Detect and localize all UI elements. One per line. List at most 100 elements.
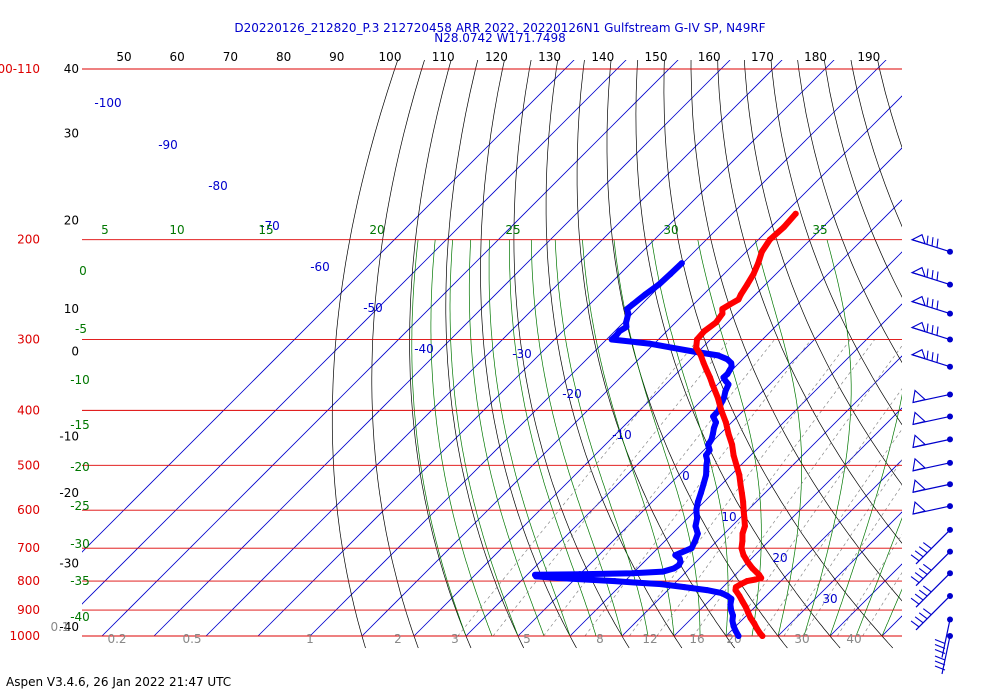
temperature-point	[713, 319, 720, 326]
height-label: 10	[64, 302, 79, 316]
dewpoint-point	[576, 571, 583, 578]
isotherm-label: 20	[772, 551, 787, 565]
pressure-label: 500	[17, 458, 40, 472]
wind-barb-flag	[912, 411, 927, 426]
dry-adiabat-line	[371, 60, 425, 649]
wind-barb-feather	[918, 568, 928, 575]
wind-barb-feather	[934, 643, 946, 649]
temperature-point	[737, 581, 744, 588]
mixing-ratio-label: 0.5	[182, 632, 201, 646]
wind-barb-icon	[910, 526, 953, 565]
temperature-point	[727, 301, 734, 308]
wind-barb-icon	[910, 348, 953, 370]
dewpoint-point	[703, 471, 710, 478]
mixing-ratio-line	[629, 339, 851, 637]
wind-barb-feather	[918, 589, 928, 597]
wind-barb-staff	[941, 619, 951, 658]
dewpoint-point	[681, 584, 688, 591]
isotherm-label: -60	[310, 260, 330, 274]
wind-barb-icon	[910, 592, 953, 631]
dewpoint-point	[624, 305, 631, 312]
wind-barb-icon	[912, 389, 953, 404]
dewpoint-point	[708, 436, 715, 443]
dewpoint-point	[735, 633, 742, 639]
temperature-point	[737, 481, 744, 488]
wind-barb-staff	[915, 572, 951, 608]
temperature-point	[709, 381, 716, 388]
temperature-point	[730, 452, 737, 459]
temperature-point	[714, 394, 721, 401]
mixing-ratio-line	[584, 339, 812, 637]
isotherm-line	[934, 43, 1000, 636]
temperature-point	[744, 281, 751, 288]
dewpoint-point	[692, 538, 699, 545]
wind-barb-flag	[912, 479, 927, 494]
wind-barb-icon	[910, 295, 953, 317]
mixing-ratio-label: 0.2	[107, 632, 126, 646]
wind-barb-feather	[922, 563, 932, 571]
mixing-ratio-line	[783, 459, 902, 637]
temperature-point	[758, 574, 765, 581]
wind-barb-feather	[914, 616, 924, 624]
mixing-ratio-line	[837, 534, 902, 637]
isotherm-label: -70	[260, 219, 280, 233]
isotherm-label: -30	[512, 347, 532, 361]
dry-adiabat-line	[744, 60, 902, 486]
pressure-label: 600	[17, 503, 40, 517]
height-label: -20	[59, 486, 79, 500]
dewpoint-point	[703, 452, 710, 459]
dry-adiabat-line	[331, 60, 399, 649]
wind-barb-feather	[926, 350, 929, 360]
wind-barb-feather	[914, 593, 924, 601]
adiabat-label: -30	[70, 537, 90, 551]
dry-adiabat-line	[770, 60, 902, 426]
top-tick-label: 60	[170, 50, 185, 64]
dry-adiabat-line	[823, 60, 902, 298]
isotherm-label: 0	[682, 469, 690, 483]
isotherm-line	[725, 459, 902, 637]
temperature-point	[758, 248, 765, 255]
dry-adiabat-line	[635, 60, 841, 649]
wind-barb-flag	[912, 457, 927, 472]
height-label: -10	[59, 430, 79, 444]
isotherm-line	[621, 355, 902, 637]
wind-barb-flag	[910, 348, 926, 360]
dry-adiabat-line	[513, 60, 630, 649]
dewpoint-point	[694, 515, 701, 522]
dewpoint-point	[672, 552, 679, 559]
dewpoint-point	[623, 323, 630, 330]
wind-barb-staff	[915, 529, 951, 565]
dry-adiabat-line	[576, 60, 735, 649]
height-label: 40	[64, 62, 79, 76]
top-tick-label: 70	[223, 50, 238, 64]
wind-barb-icon	[910, 233, 953, 255]
dewpoint-point	[670, 565, 677, 572]
dewpoint-point	[611, 578, 618, 585]
footer-version: Aspen V3.4.6, 26 Jan 2022 21:47 UTC	[6, 675, 232, 689]
chart-subtitle: N28.0742 W171.7498	[434, 31, 566, 45]
mixing-ratio-label: 1	[306, 632, 314, 646]
wind-barb-icon	[912, 411, 953, 426]
dewpoint-point	[724, 356, 731, 363]
isotherm-label: 10	[721, 510, 736, 524]
temperature-point	[741, 515, 748, 522]
adiabat-label: 35	[812, 223, 827, 237]
pressure-label: 900	[17, 603, 40, 617]
top-tick-label: 190	[857, 50, 880, 64]
temperature-point	[735, 296, 742, 303]
moist-adiabat-line	[881, 588, 902, 637]
adiabat-label: -40	[70, 610, 90, 624]
dewpoint-point	[706, 447, 713, 454]
top-tick-label: 170	[751, 50, 774, 64]
dry-adiabat-line	[480, 60, 577, 649]
temperature-point	[742, 604, 749, 611]
wind-barb-feather	[918, 546, 928, 554]
pressure-label: 300	[17, 333, 40, 347]
wind-barb-feather	[914, 550, 924, 558]
dewpoint-point	[694, 498, 701, 505]
temperature-point	[701, 328, 708, 335]
temperature-point	[739, 598, 746, 605]
adiabat-label: 10	[169, 223, 184, 237]
dewpoint-point	[724, 370, 731, 377]
